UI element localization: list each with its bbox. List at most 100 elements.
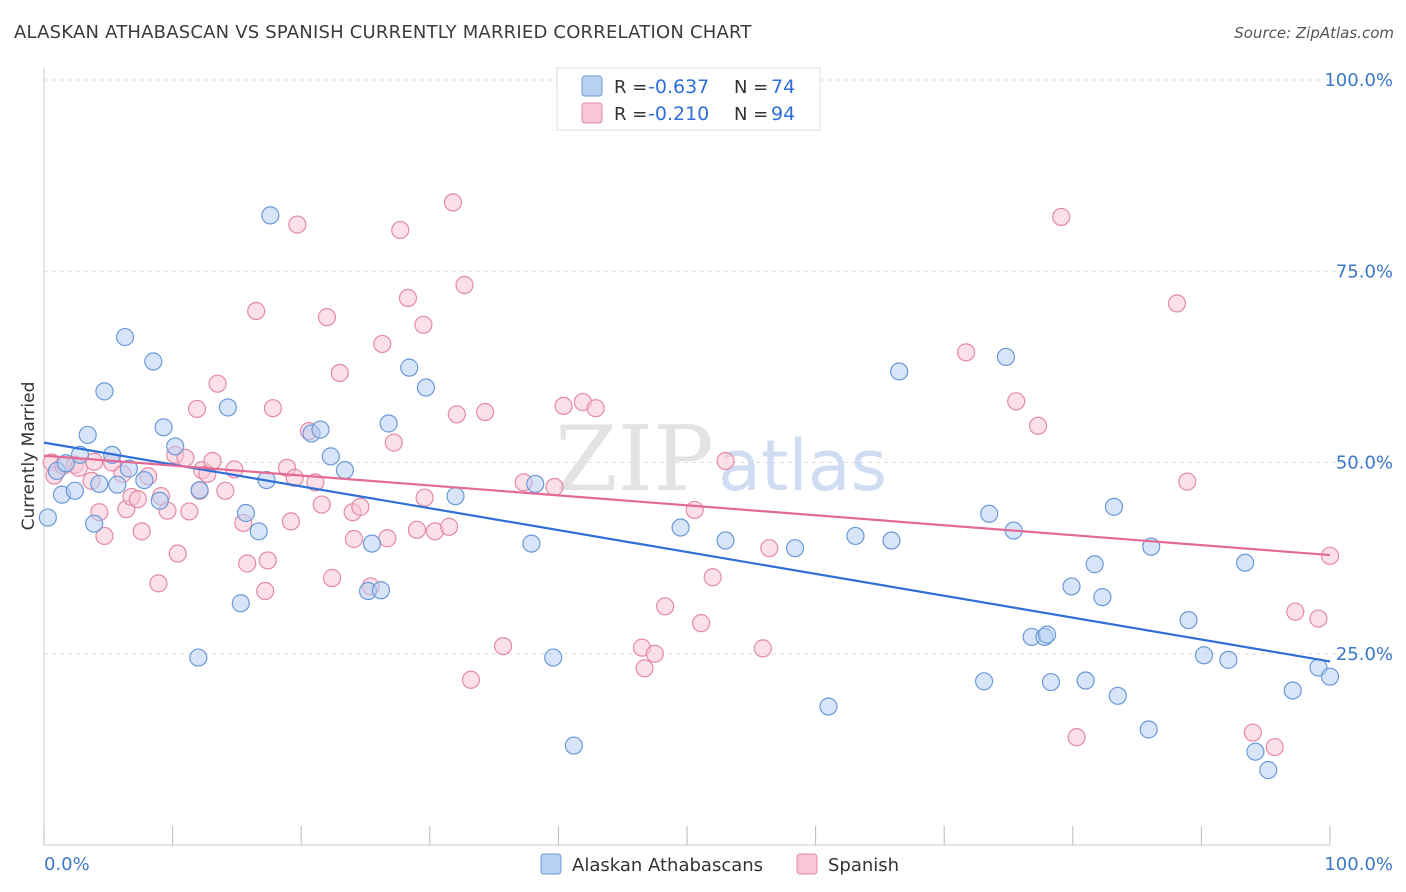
watermark-atlas: atlas [718, 425, 887, 507]
alaskan-athabascans-point [1236, 553, 1255, 572]
spanish-point [216, 481, 235, 500]
alaskan-athabascans-point [446, 487, 465, 506]
y-tick-label-50: 50.0% [1336, 453, 1393, 474]
alaskan-athabascans-point [1037, 625, 1057, 644]
spanish-point [716, 451, 735, 471]
trend-lines [43, 441, 1331, 663]
legend-stats-swatch-blue [581, 75, 603, 97]
alaskan-athabascans-point [166, 437, 185, 456]
alaskan-athabascans-point [115, 327, 135, 347]
alaskan-athabascans-point [1062, 577, 1081, 596]
spanish-point [306, 473, 325, 492]
alaskan-athabascans-point [1093, 588, 1112, 607]
spanish-point [1067, 728, 1086, 747]
spanish-point [1286, 602, 1305, 621]
legend-n-value-1: 74 [771, 76, 795, 98]
spanish-point [168, 544, 187, 563]
chart-source: Source: ZipAtlas.com [1234, 24, 1394, 42]
spanish-point [208, 374, 227, 393]
alaskan-athabascans-point [1179, 610, 1198, 630]
spanish-point [1265, 737, 1284, 757]
spanish-point [656, 597, 675, 616]
spanish-point [95, 526, 114, 546]
spanish-point [1243, 723, 1262, 742]
spanish-point [187, 399, 207, 419]
spanish-point [554, 396, 573, 415]
spanish-point [753, 639, 772, 658]
spanish-point [415, 488, 434, 507]
alaskan-athabascans-point [1041, 672, 1061, 692]
alaskan-athabascans-point [400, 358, 419, 377]
alaskan-athabascans-point [189, 648, 208, 667]
legend-series: Alaskan Athabascans Spanish [540, 853, 899, 876]
alaskan-athabascans-point [785, 539, 805, 558]
spanish-point [1052, 207, 1071, 227]
alaskan-athabascans-point [846, 526, 865, 546]
alaskan-athabascans-point [996, 347, 1016, 367]
spanish-point [312, 495, 331, 514]
spanish-point [288, 215, 307, 234]
alaskan-athabascans-point [564, 736, 583, 755]
y-axis-label: Currently Married [19, 382, 39, 531]
alaskan-athabascans-point [38, 508, 57, 527]
alaskan-athabascans-point [882, 531, 901, 550]
alaskan-athabascans-point [522, 534, 541, 553]
watermark: ZIP atlas [555, 407, 887, 512]
alaskan-athabascans-point [1283, 681, 1302, 700]
spanish-point [256, 581, 275, 601]
spanish-point [384, 433, 403, 452]
alaskan-athabascans-point [108, 475, 127, 494]
alaskan-athabascans-point [150, 491, 169, 510]
spanish-point [1167, 294, 1187, 313]
alaskan-athabascans-point [379, 414, 398, 433]
trend-line-spanish [43, 454, 1331, 557]
spanish-point [1007, 392, 1026, 411]
legend-n-label-2: N = [734, 104, 768, 125]
legend-r-label-2: R = [614, 104, 647, 125]
spanish-point [494, 636, 513, 656]
spanish-point [180, 502, 199, 521]
spanish-point [344, 529, 364, 549]
x-axis-ticks [43, 826, 1331, 845]
alaskan-athabascans-point [1259, 760, 1278, 780]
legend-stats-swatch-pink [581, 102, 603, 124]
alaskan-athabascans-point [362, 534, 382, 553]
alaskan-athabascans-point [1320, 667, 1340, 686]
alaskan-athabascans-point [144, 352, 163, 371]
alaskan-athabascans-point [1108, 686, 1127, 705]
spanish-point [1320, 546, 1340, 565]
alaskan-athabascans-point [819, 697, 838, 716]
legend-n-label-1: N = [734, 77, 768, 98]
alaskan-athabascans-point [56, 454, 75, 473]
spanish-point [238, 554, 257, 573]
alaskan-athabascans-point [190, 480, 209, 500]
spanish-point [455, 275, 474, 295]
alaskan-athabascans-point [261, 206, 280, 225]
spanish-point [373, 334, 392, 354]
alaskan-athabascans-point [119, 459, 138, 478]
spanish-point [322, 568, 342, 588]
y-tick-label-100: 100.0% [1324, 70, 1393, 91]
alaskan-athabascans-point [78, 425, 97, 445]
spanish-point [203, 451, 222, 471]
spanish-point [398, 288, 418, 308]
spanish-point [132, 522, 151, 541]
alaskan-athabascans-point [335, 461, 355, 480]
legend-label-alaskan-athabascans: Alaskan Athabascans [572, 855, 763, 876]
alaskan-athabascans-point [135, 470, 154, 490]
spanish-point [281, 512, 301, 531]
watermark-zip: ZIP [555, 407, 714, 512]
x-tick-label-min: 0.0% [44, 854, 90, 875]
spanish-point [956, 343, 976, 362]
alaskan-athabascans-point [544, 648, 563, 667]
chart-title: ALASKAN ATHABASCAN VS SPANISH CURRENTLY … [14, 22, 752, 43]
spanish-point [692, 614, 711, 633]
spanish-point [330, 363, 349, 383]
alaskan-athabascans-point [1076, 671, 1095, 690]
alaskan-athabascans-point [416, 378, 436, 397]
spanish-point [475, 402, 495, 422]
legend-r-value-1: -0.637 [648, 76, 709, 98]
spanish-point [586, 399, 605, 418]
alaskan-athabascans-point [231, 594, 250, 613]
alaskan-athabascans-point [1139, 720, 1158, 739]
